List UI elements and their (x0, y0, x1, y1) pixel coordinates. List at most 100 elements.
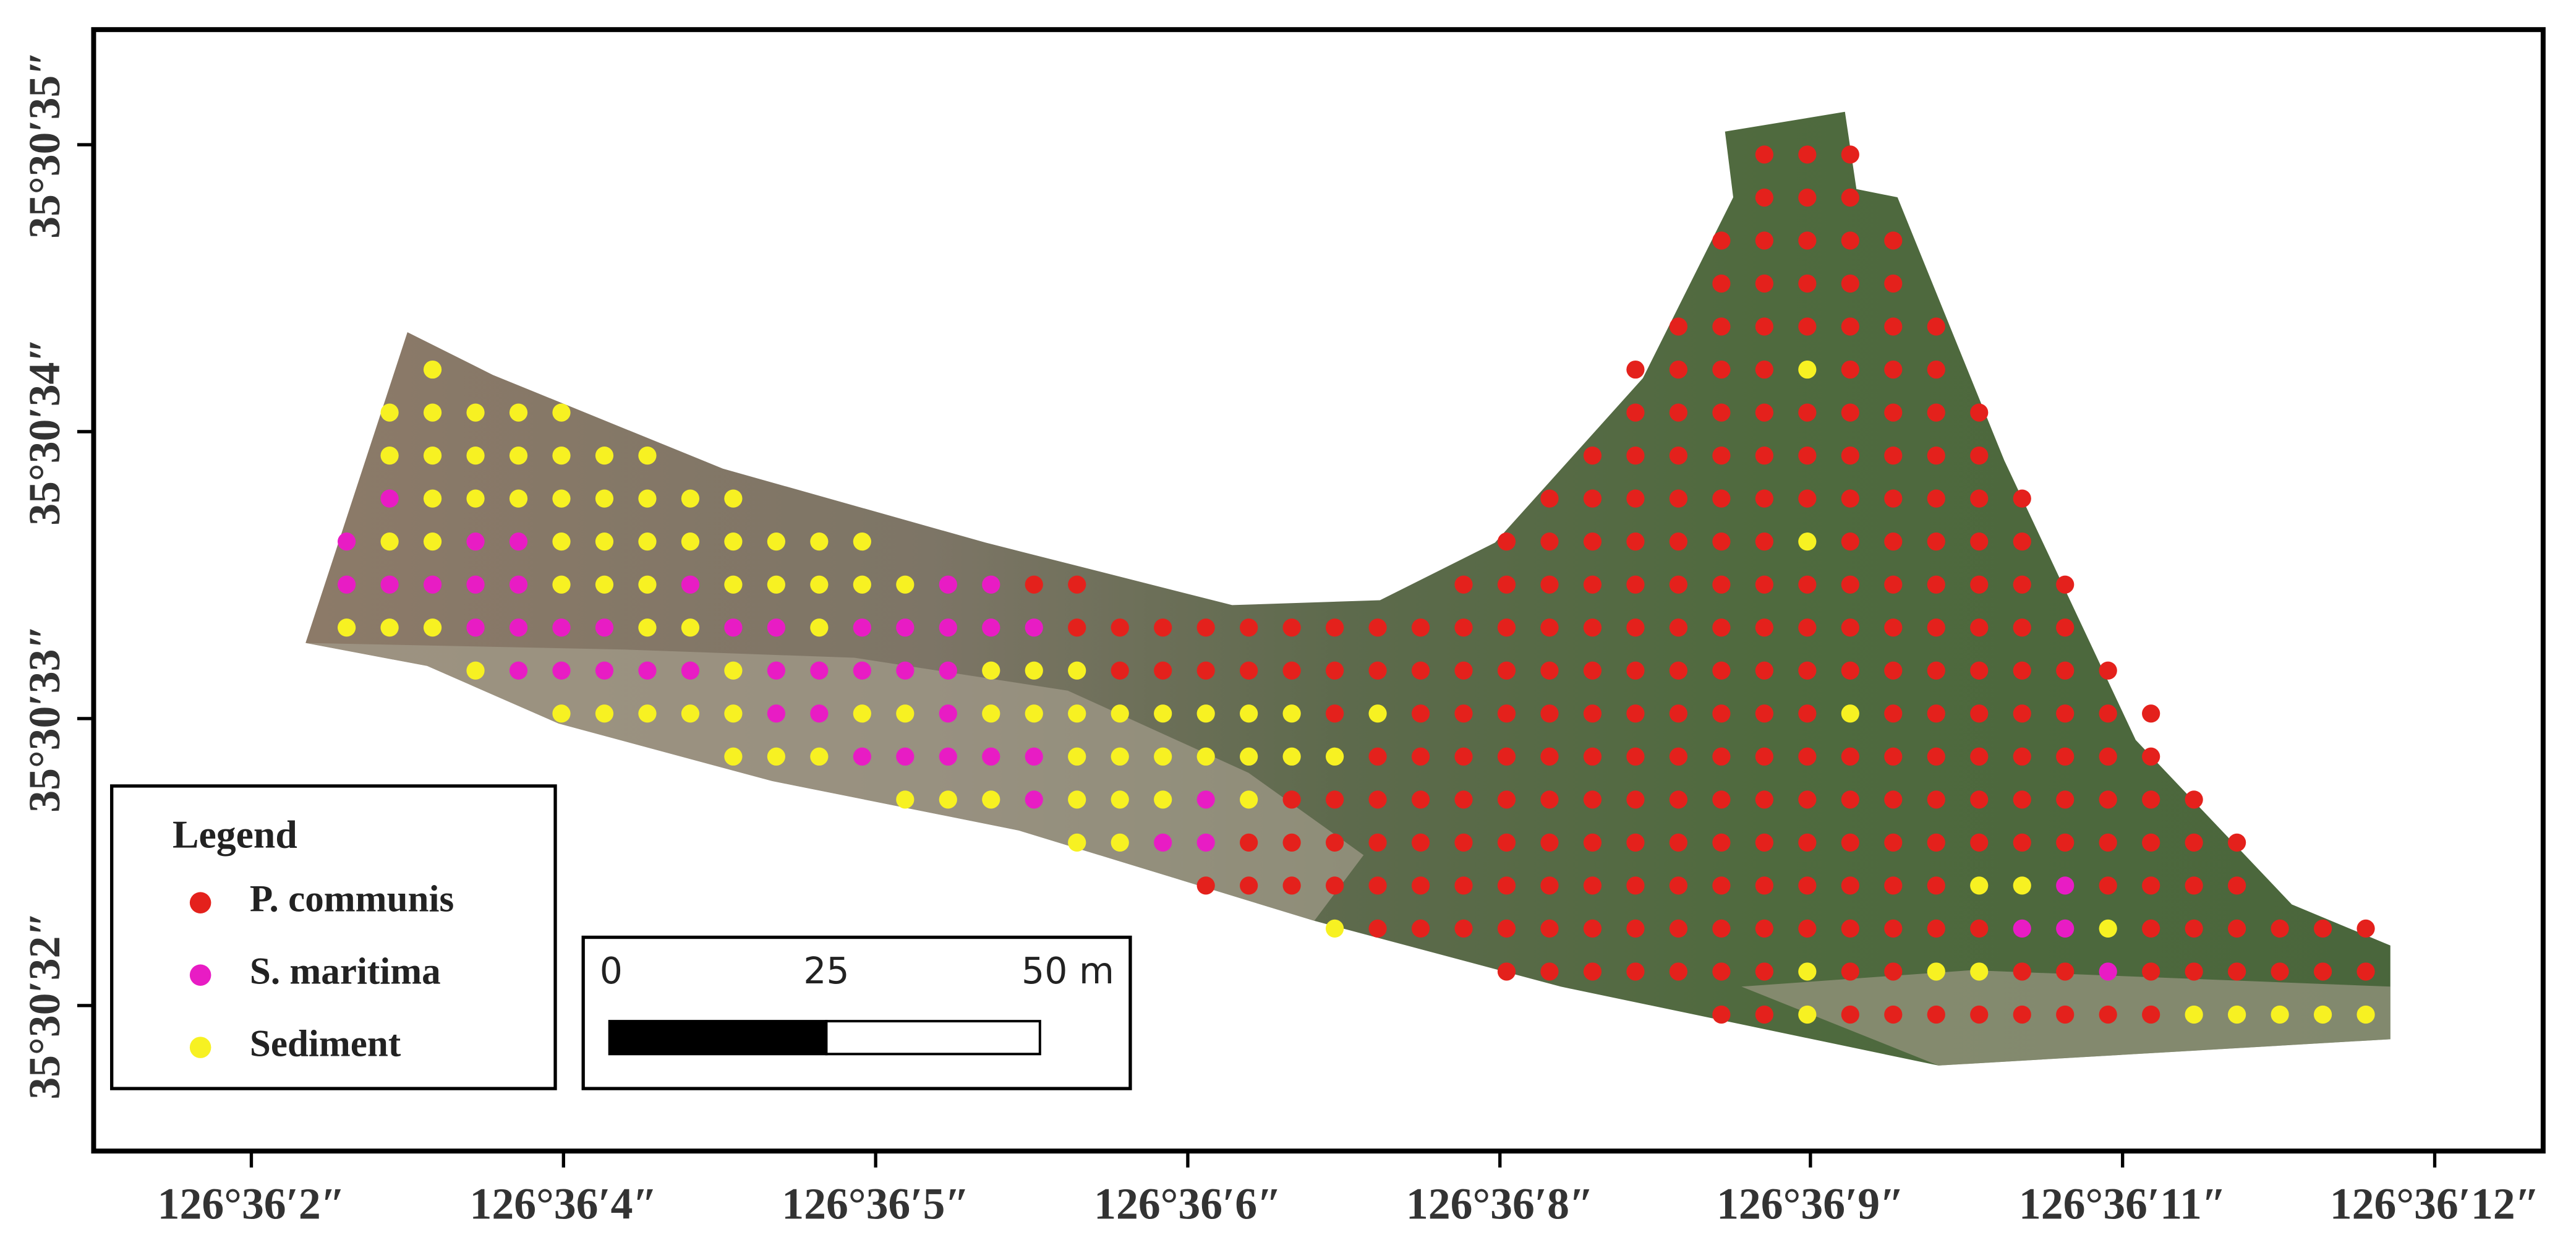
sample-point (1669, 317, 1688, 336)
sample-point (1025, 618, 1043, 637)
sample-point (939, 790, 957, 809)
scale-label: 50 m (1021, 950, 1114, 992)
sample-point (1282, 833, 1301, 852)
sample-point (1325, 919, 1344, 938)
sample-point (724, 489, 743, 508)
sample-point (2056, 1005, 2075, 1024)
sample-point (1712, 876, 1731, 895)
sample-point (380, 618, 399, 637)
sample-point (2099, 704, 2117, 723)
sample-point (1454, 747, 1473, 766)
x-tick-label: 126°36′4″ (469, 1179, 657, 1229)
sample-point (2056, 575, 2075, 594)
sample-point (1025, 704, 1043, 723)
sample-point (1068, 661, 1086, 680)
sample-point (1196, 747, 1215, 766)
sample-point (595, 704, 614, 723)
sample-point (810, 747, 829, 766)
sample-point (466, 618, 485, 637)
sample-point (1712, 274, 1731, 293)
sample-point (2013, 919, 2031, 938)
sample-point (896, 661, 915, 680)
sample-point (1626, 919, 1645, 938)
sample-point (2271, 919, 2289, 938)
sample-point (1927, 403, 1945, 422)
sample-point (2099, 661, 2117, 680)
sample-point (1970, 790, 1989, 809)
sample-point (509, 618, 528, 637)
sample-point (1970, 532, 1989, 551)
sample-point (1927, 532, 1945, 551)
sample-point (1927, 661, 1945, 680)
sample-point (1540, 962, 1559, 981)
sample-point (423, 575, 442, 594)
sample-point (1025, 790, 1043, 809)
sample-point (1497, 962, 1516, 981)
y-tick-label: 35°30′33″ (20, 625, 69, 813)
sample-point (1755, 403, 1773, 422)
sample-point (1540, 747, 1559, 766)
sample-point (1240, 747, 1258, 766)
sample-point (1454, 575, 1473, 594)
sample-point (1068, 618, 1086, 637)
sample-point (1454, 704, 1473, 723)
sample-point (896, 747, 915, 766)
sample-point (1798, 446, 1817, 465)
sample-point (1240, 661, 1258, 680)
sample-point (1068, 575, 1086, 594)
sample-point (896, 618, 915, 637)
sample-point (466, 446, 485, 465)
sample-point (2056, 661, 2075, 680)
sample-point (1497, 790, 1516, 809)
sample-point (982, 575, 1000, 594)
sample-point (767, 661, 785, 680)
sample-point (423, 403, 442, 422)
sample-point (1669, 790, 1688, 809)
sample-point (1841, 919, 1859, 938)
sample-point (1927, 704, 1945, 723)
sample-point (1884, 790, 1903, 809)
sample-point (2056, 919, 2075, 938)
sample-point (2185, 833, 2203, 852)
sample-point (2056, 962, 2075, 981)
sample-point (939, 704, 957, 723)
sample-point (1841, 661, 1859, 680)
sample-point (423, 532, 442, 551)
sample-point (896, 704, 915, 723)
sample-point (1454, 661, 1473, 680)
sample-point (1540, 876, 1559, 895)
sample-point (1841, 876, 1859, 895)
y-tick-label: 35°30′35″ (20, 51, 69, 239)
sample-point (2013, 704, 2031, 723)
sample-point (2185, 962, 2203, 981)
sample-point (1583, 446, 1602, 465)
sample-point (1240, 704, 1258, 723)
sample-point (2228, 1005, 2246, 1024)
sample-point (1411, 661, 1430, 680)
sample-point (1540, 833, 1559, 852)
sample-point (1884, 317, 1903, 336)
sample-point (1970, 618, 1989, 637)
sample-point (1927, 833, 1945, 852)
legend-box (110, 784, 557, 1090)
sample-point (1669, 360, 1688, 379)
sample-point (1841, 575, 1859, 594)
sample-point (2313, 962, 2332, 981)
sample-point (1927, 919, 1945, 938)
sample-point (810, 661, 829, 680)
sample-point (1669, 833, 1688, 852)
sample-point (1884, 876, 1903, 895)
sample-point (2356, 1005, 2375, 1024)
sample-point (1712, 704, 1731, 723)
sample-point (466, 489, 485, 508)
sample-point (1282, 747, 1301, 766)
scale-bar-white (825, 1020, 1041, 1056)
sample-point (2099, 833, 2117, 852)
sample-point (1497, 747, 1516, 766)
sample-point (1841, 188, 1859, 207)
sample-point (810, 618, 829, 637)
sample-point (552, 489, 571, 508)
sample-point (1583, 876, 1602, 895)
sample-point (380, 403, 399, 422)
